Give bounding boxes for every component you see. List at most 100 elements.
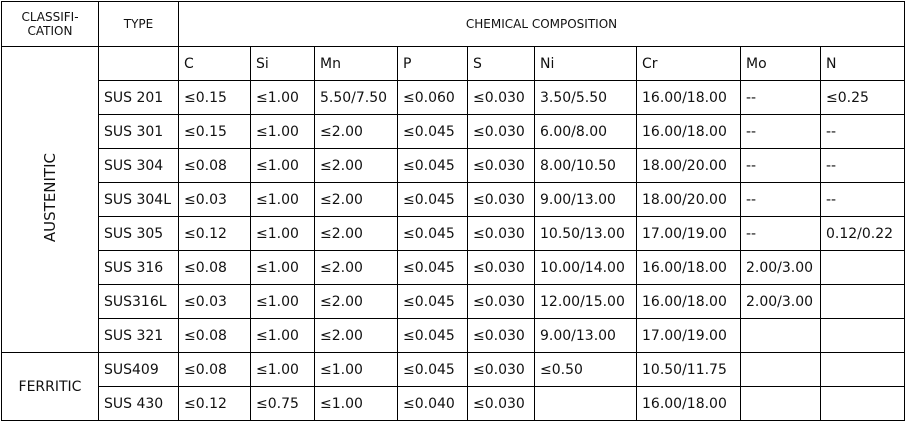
value-cell: --	[740, 216, 821, 251]
value-cell: ≤0.50	[534, 352, 637, 387]
value-cell: ≤0.030	[467, 318, 535, 353]
type-cell: SUS 201	[98, 80, 179, 115]
value-cell: 17.00/19.00	[636, 216, 741, 251]
value-cell: --	[820, 148, 905, 183]
value-cell: ≤2.00	[314, 182, 398, 217]
value-cell: ≤1.00	[250, 284, 315, 319]
value-cell	[820, 352, 905, 387]
column-name: Si	[250, 46, 315, 81]
value-cell: ≤0.030	[467, 114, 535, 149]
value-cell: 18.00/20.00	[636, 148, 741, 183]
value-cell	[820, 386, 905, 421]
value-cell: ≤0.75	[250, 386, 315, 421]
value-cell: ≤0.08	[178, 318, 251, 353]
type-cell	[98, 46, 179, 81]
value-cell: ≤0.045	[397, 148, 468, 183]
value-cell: ≤2.00	[314, 216, 398, 251]
value-cell: 16.00/18.00	[636, 80, 741, 115]
header-row: CLASSIFI- CATION TYPE CHEMICAL COMPOSITION	[1, 1, 905, 47]
value-cell: ≤0.030	[467, 80, 535, 115]
value-cell: 6.00/8.00	[534, 114, 637, 149]
type-cell: SUS316L	[98, 284, 179, 319]
value-cell: 16.00/18.00	[636, 114, 741, 149]
column-row: AUSTENITIC C Si Mn P S Ni Cr Mo N	[1, 46, 905, 353]
value-cell: ≤1.00	[250, 80, 315, 115]
data-row: SUS 321 ≤0.08 ≤1.00 ≤2.00 ≤0.045 ≤0.030 9.00/1…	[2, 318, 905, 353]
classification-label: AUSTENITIC	[41, 152, 59, 243]
value-cell: ≤1.00	[250, 216, 315, 251]
data-row: SUS316L ≤0.03 ≤1.00 ≤2.00 ≤0.045 ≤0.030 12.00/…	[2, 284, 905, 319]
value-cell: 16.00/18.00	[636, 284, 741, 319]
value-cell: ≤1.00	[314, 386, 398, 421]
value-cell: ≤1.00	[250, 182, 315, 217]
column-name: Ni	[534, 46, 637, 81]
value-cell	[820, 284, 905, 319]
column-name: Cr	[636, 46, 741, 81]
value-cell: ≤1.00	[250, 148, 315, 183]
value-cell: ≤0.030	[467, 250, 535, 285]
value-cell: --	[820, 114, 905, 149]
value-cell: ≤0.03	[178, 284, 251, 319]
value-cell: --	[740, 148, 821, 183]
value-cell: 8.00/10.50	[534, 148, 637, 183]
value-cell: ≤2.00	[314, 114, 398, 149]
value-cell: ≤0.12	[178, 216, 251, 251]
value-cell: ≤1.00	[250, 318, 315, 353]
data-row: SUS 301 ≤0.15 ≤1.00 ≤2.00 ≤0.045 ≤0.030 6.00/8…	[2, 114, 905, 149]
value-cell: ≤2.00	[314, 250, 398, 285]
value-cell: ≤0.045	[397, 250, 468, 285]
type-cell: SUS 305	[98, 216, 179, 251]
value-cell: ≤1.00	[250, 250, 315, 285]
type-cell: SUS 304	[98, 148, 179, 183]
value-cell: 9.00/13.00	[534, 182, 637, 217]
value-cell: ≤0.030	[467, 216, 535, 251]
value-cell: ≤0.25	[820, 80, 905, 115]
value-cell: 2.00/3.00	[740, 250, 821, 285]
value-cell	[740, 386, 821, 421]
value-cell: ≤1.00	[250, 114, 315, 149]
value-cell: 9.00/13.00	[534, 318, 637, 353]
data-row: FERRITIC SUS409 ≤0.08 ≤1.00 ≤1.00 ≤0.045 ≤0.03…	[1, 352, 905, 421]
value-cell: ≤0.030	[467, 148, 535, 183]
column-name: P	[397, 46, 468, 81]
value-cell: --	[740, 80, 821, 115]
value-cell	[820, 250, 905, 285]
value-cell: ≤0.045	[397, 216, 468, 251]
type-cell: SUS 301	[98, 114, 179, 149]
value-cell	[740, 352, 821, 387]
type-cell: SUS409	[98, 352, 179, 387]
value-cell: ≤0.045	[397, 182, 468, 217]
value-cell	[740, 318, 821, 353]
composition-header: CHEMICAL COMPOSITION	[178, 1, 905, 47]
value-cell	[820, 318, 905, 353]
value-cell: ≤0.045	[397, 318, 468, 353]
type-cell: SUS 304L	[98, 182, 179, 217]
value-cell: ≤0.08	[178, 148, 251, 183]
value-cell: ≤2.00	[314, 318, 398, 353]
value-cell: 0.12/0.22	[820, 216, 905, 251]
column-name: S	[467, 46, 535, 81]
value-cell: ≤0.045	[397, 284, 468, 319]
data-row: SUS 304L ≤0.03 ≤1.00 ≤2.00 ≤0.045 ≤0.030 9.00/…	[2, 182, 905, 217]
column-name: C	[178, 46, 251, 81]
value-cell: --	[820, 182, 905, 217]
data-row: SUS 305 ≤0.12 ≤1.00 ≤2.00 ≤0.045 ≤0.030 10.50/…	[2, 216, 905, 251]
data-row: SUS 304 ≤0.08 ≤1.00 ≤2.00 ≤0.045 ≤0.030 8.00/1…	[2, 148, 905, 183]
value-cell: ≤0.08	[178, 352, 251, 387]
classification-cell: AUSTENITIC	[1, 46, 99, 353]
type-cell: SUS 321	[98, 318, 179, 353]
value-cell: ≤0.030	[467, 284, 535, 319]
type-header: TYPE	[98, 1, 179, 47]
value-cell: 12.00/15.00	[534, 284, 637, 319]
type-cell: SUS 430	[98, 386, 179, 421]
value-cell: 16.00/18.00	[636, 250, 741, 285]
value-cell	[534, 386, 637, 421]
value-cell: --	[740, 182, 821, 217]
value-cell: ≤0.12	[178, 386, 251, 421]
value-cell: ≤2.00	[314, 284, 398, 319]
value-cell: ≤0.045	[397, 352, 468, 387]
value-cell: 16.00/18.00	[636, 386, 741, 421]
value-cell: ≤0.08	[178, 250, 251, 285]
